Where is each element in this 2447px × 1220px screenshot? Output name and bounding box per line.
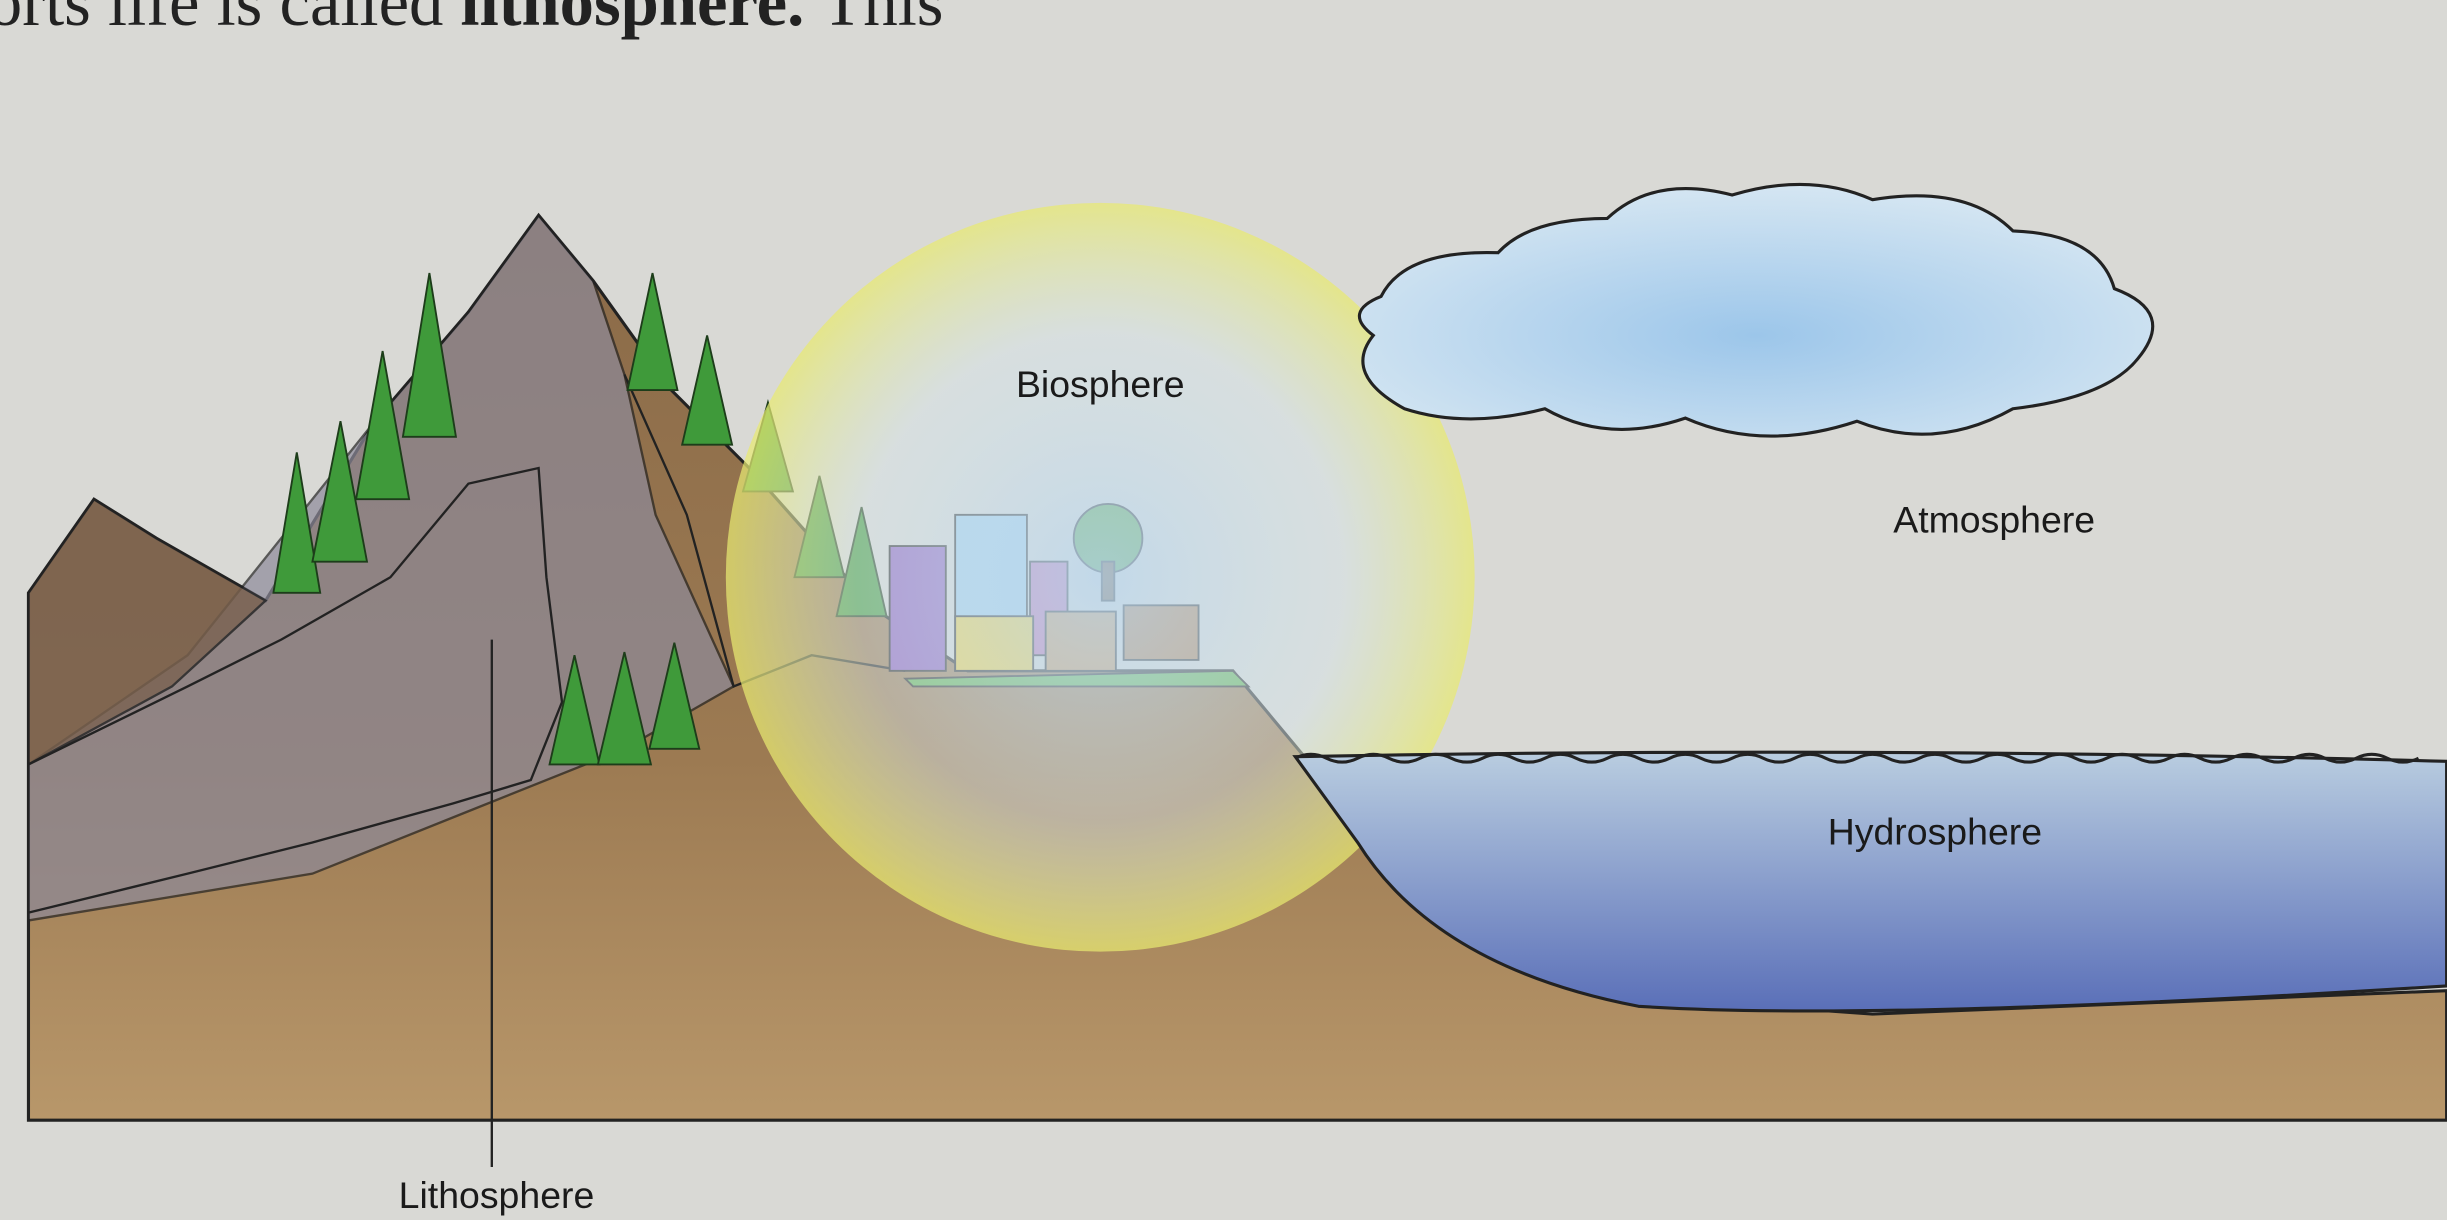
page-text-bold: lithosphere. xyxy=(461,0,805,40)
diagram: orts life is called lithosphere. This Bi… xyxy=(0,0,2447,1220)
page-text: orts life is called lithosphere. This xyxy=(0,0,943,40)
cloud xyxy=(1359,184,2152,436)
page: orts life is called lithosphere. This Bi… xyxy=(0,0,2447,1220)
lithosphere-label: Lithosphere xyxy=(399,1174,595,1216)
hydrosphere-label: Hydrosphere xyxy=(1828,811,2042,853)
atmosphere-label: Atmosphere xyxy=(1893,499,2095,541)
page-text-after: This xyxy=(821,0,943,40)
page-text-before: orts life is called xyxy=(0,0,443,40)
biosphere-label: Biosphere xyxy=(1016,363,1185,405)
